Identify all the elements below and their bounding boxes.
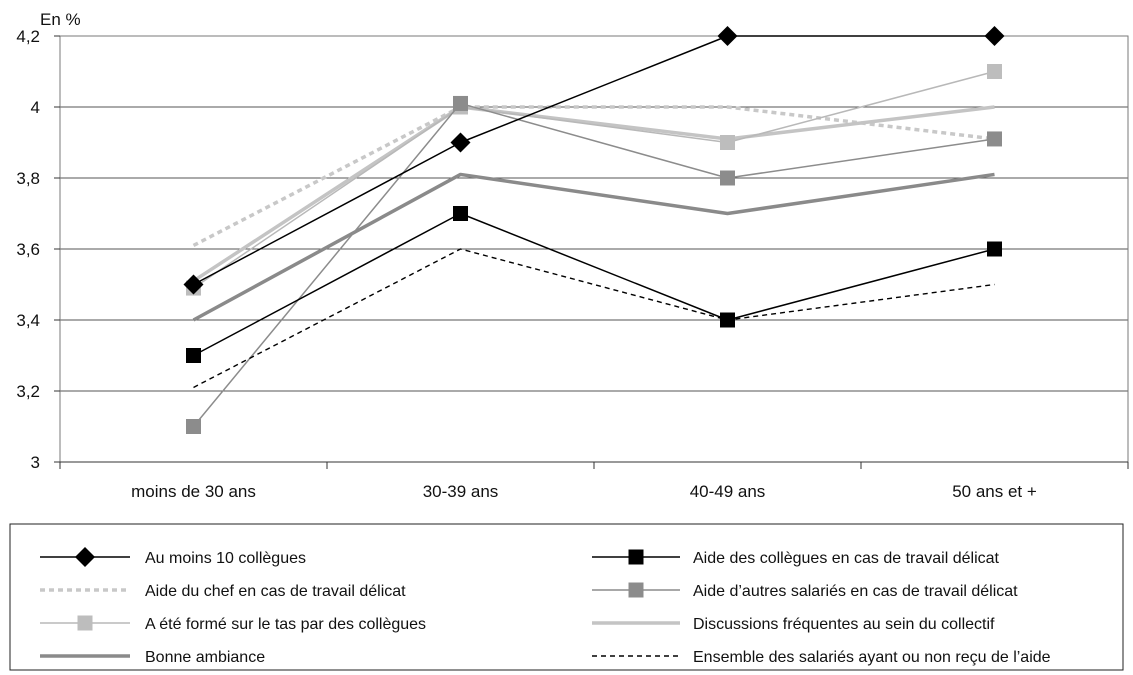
series-line [192, 105, 995, 248]
series-group [192, 172, 995, 322]
data-point-marker [183, 274, 204, 295]
y-tick-label: 4 [31, 98, 40, 117]
gridlines [60, 35, 1128, 463]
data-point-marker [186, 348, 201, 363]
data-point-marker [720, 135, 735, 150]
series-layer [183, 26, 1005, 434]
data-point-marker [450, 132, 471, 153]
tick-labels: 3 3,2 3,4 3,6 3,8 4 4,2 moins de 30 ans 30-39 an… [16, 27, 1037, 501]
y-tick-label: 3,6 [16, 240, 40, 259]
data-point-marker [987, 241, 1002, 257]
axes [54, 35, 1129, 469]
legend-label: A été formé sur le tas par des collègues [145, 616, 426, 633]
y-tick-label: 4,2 [16, 27, 40, 46]
series-group [186, 64, 1002, 296]
legend-item: Aide d’autres salariés en cas de travail… [592, 582, 1018, 600]
legend-item: Bonne ambiance [40, 649, 265, 666]
legend-item: Aide du chef en cas de travail délicat [40, 583, 406, 600]
series-line [193, 248, 995, 389]
series-line [193, 212, 995, 357]
data-point-marker [987, 131, 1002, 147]
data-point-marker [628, 549, 644, 565]
y-tick-label: 3,4 [16, 311, 40, 330]
legend-item: Discussions fréquentes au sein du collec… [592, 616, 995, 633]
data-point-marker [720, 170, 735, 186]
data-point-marker [987, 64, 1002, 79]
legend-label: Discussions fréquentes au sein du collec… [693, 616, 995, 633]
legend-label: Ensemble des salariés ayant ou non reçu … [693, 649, 1051, 666]
data-point-marker [453, 206, 468, 221]
series-line [192, 102, 995, 427]
data-point-marker [628, 582, 644, 598]
y-tick-label: 3,8 [16, 169, 40, 188]
x-tick-label: moins de 30 ans [131, 482, 256, 501]
legend-item: Aide des collègues en cas de travail dél… [592, 549, 1000, 567]
legend-label: Aide des collègues en cas de travail dél… [693, 550, 1000, 567]
legend-label: Bonne ambiance [145, 649, 265, 666]
data-point-marker [75, 547, 95, 567]
legend-label: Aide d’autres salariés en cas de travail… [693, 583, 1018, 600]
data-point-marker [984, 26, 1005, 46]
x-tick-label: 40-49 ans [690, 482, 766, 501]
legend-item: Au moins 10 collègues [40, 547, 306, 567]
series-line [193, 35, 995, 286]
x-tick-label: 30-39 ans [423, 482, 499, 501]
series-group [186, 95, 1002, 434]
y-tick-label: 3 [31, 453, 40, 472]
series-group [183, 26, 1005, 295]
y-tick-label: 3,2 [16, 382, 40, 401]
data-point-marker [717, 26, 738, 46]
data-point-marker [186, 419, 201, 434]
series-line [192, 105, 995, 283]
series-line [192, 172, 995, 322]
series-line [193, 70, 995, 289]
x-tick-label: 50 ans et + [952, 482, 1037, 501]
legend-label: Aide du chef en cas de travail délicat [145, 583, 406, 600]
data-point-marker [77, 615, 93, 631]
legend-item: Ensemble des salariés ayant ou non reçu … [592, 649, 1051, 666]
data-point-marker [453, 95, 468, 111]
series-group [192, 105, 995, 283]
series-group [193, 248, 995, 389]
series-group [192, 105, 995, 248]
legend-item: A été formé sur le tas par des collègues [40, 615, 426, 633]
legend: Au moins 10 collègues Aide des collègues … [9, 523, 1124, 671]
data-point-marker [720, 312, 735, 328]
series-group [186, 206, 1002, 363]
y-axis-title: En % [40, 10, 81, 29]
legend-label: Au moins 10 collègues [145, 550, 306, 567]
legend-box [9, 523, 1124, 671]
